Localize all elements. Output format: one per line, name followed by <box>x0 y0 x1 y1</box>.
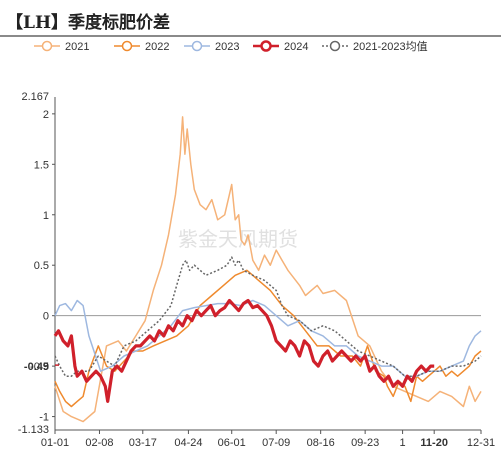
legend-label: 2022 <box>145 41 169 53</box>
series-layer <box>53 116 482 423</box>
x-tick-label: 07-09 <box>262 437 290 449</box>
x-tick-label: 01-01 <box>41 437 69 449</box>
legend-item-2: 2022 <box>114 40 169 53</box>
axes <box>52 97 482 434</box>
legend-label: 2021 <box>65 41 89 53</box>
legend-item-1: 2021 <box>34 40 89 53</box>
current-value-label: -0.49 <box>24 361 49 373</box>
series-line-2024 <box>53 298 435 403</box>
x-tick-label: 08-16 <box>307 437 335 449</box>
y-tick-label: 1.5 <box>34 159 49 171</box>
legend-label: 2023 <box>215 41 239 53</box>
y-tick-label: 0.5 <box>34 260 49 272</box>
legend-marker <box>41 40 53 52</box>
y-max-label: 2.167 <box>21 91 49 103</box>
legend-item-5: 2021-2023均值 <box>322 40 428 53</box>
series-line-2021-2023均值 <box>54 256 482 377</box>
watermark-text: 紫金天风期货 <box>178 227 298 251</box>
x-tick-label: 12-31 <box>467 437 495 449</box>
chart-title: 【LH】季度标肥价差 <box>6 13 171 33</box>
x-tick-label: 09-23 <box>351 437 379 449</box>
y-tick-label: -0.5 <box>30 361 49 373</box>
title-underline <box>0 35 501 37</box>
y-tick-label: 1 <box>43 210 49 222</box>
series-line-2021 <box>54 116 482 423</box>
legend-marker <box>329 40 341 52</box>
legend-marker <box>191 40 203 52</box>
x-tick-label: 06-01 <box>218 437 246 449</box>
y-tick-label: 0 <box>43 311 49 323</box>
legend-marker <box>121 40 133 52</box>
legend-item-4: 2024 <box>253 40 308 53</box>
series-line-2023 <box>54 299 482 377</box>
y-min-label: -1.133 <box>18 424 49 436</box>
legend-marker <box>260 40 272 52</box>
y-tick-label: -1 <box>39 412 49 424</box>
legend-item-3: 2023 <box>184 40 239 53</box>
x-tick-label: 03-17 <box>129 437 157 449</box>
x-tick-label: 11-20 <box>420 437 448 449</box>
legend: 2021 2022 2023 2024 2021-2023均值 <box>34 40 428 53</box>
x-tick-label: 02-08 <box>85 437 113 449</box>
legend-label: 2024 <box>284 41 308 53</box>
legend-label: 2021-2023均值 <box>353 40 428 53</box>
x-tick-label: 04-24 <box>174 437 202 449</box>
y-tick-label: 2 <box>43 109 49 121</box>
x-tick-label: 1 <box>400 437 406 449</box>
series-line-2022 <box>54 269 482 408</box>
